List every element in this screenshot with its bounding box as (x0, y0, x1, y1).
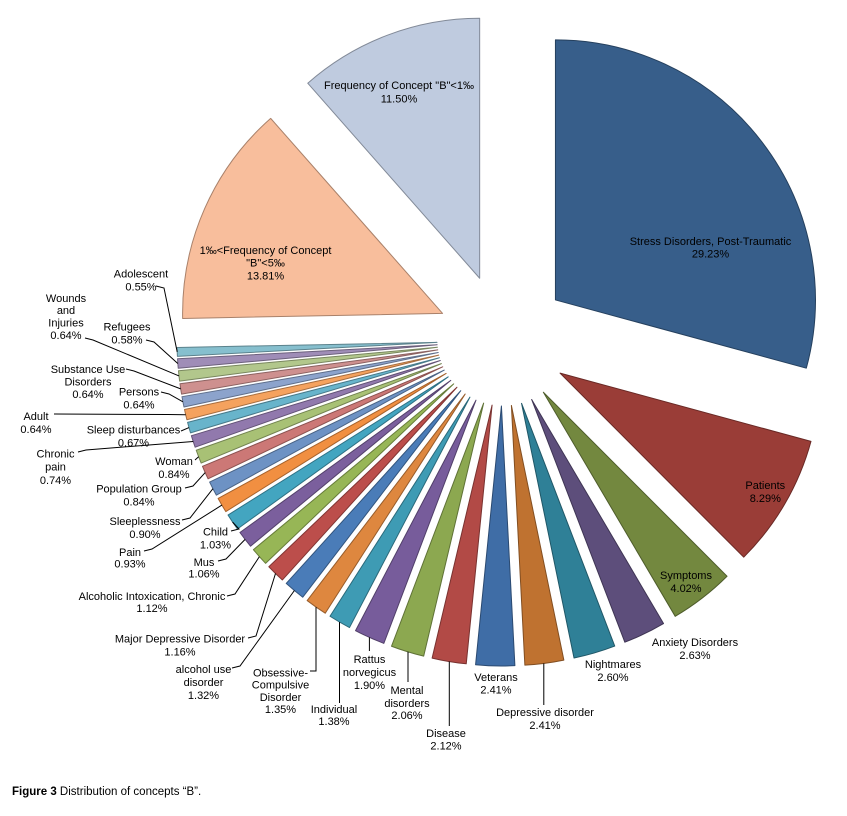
svg-text:0.67%: 0.67% (118, 437, 149, 449)
svg-text:Major Depressive Disorder: Major Depressive Disorder (115, 633, 246, 645)
svg-text:2.60%: 2.60% (597, 672, 628, 684)
svg-text:0.84%: 0.84% (158, 469, 189, 481)
svg-text:0.64%: 0.64% (123, 399, 154, 411)
svg-text:pain: pain (45, 462, 66, 474)
svg-text:Symptoms: Symptoms (660, 570, 712, 582)
svg-text:Figure 3 Distribution of conce: Figure 3 Distribution of concepts “B”. (12, 786, 201, 798)
svg-text:Depressive disorder: Depressive disorder (496, 707, 594, 719)
svg-text:1.16%: 1.16% (164, 647, 195, 659)
svg-text:13.81%: 13.81% (247, 271, 285, 283)
svg-text:Disorders: Disorders (64, 376, 112, 388)
svg-text:Alcoholic Intoxication, Chroni: Alcoholic Intoxication, Chronic (79, 591, 226, 603)
svg-text:1.32%: 1.32% (188, 690, 219, 702)
svg-text:Rattus: Rattus (354, 654, 386, 666)
svg-text:disorders: disorders (384, 698, 430, 710)
svg-text:Substance Use: Substance Use (51, 364, 126, 376)
svg-text:Child: Child (203, 526, 228, 538)
svg-text:0.64%: 0.64% (72, 389, 103, 401)
svg-text:Sleep disturbances: Sleep disturbances (87, 424, 181, 436)
svg-text:1.12%: 1.12% (136, 603, 167, 615)
svg-text:Wounds: Wounds (46, 293, 87, 305)
svg-text:"B"<5‰: "B"<5‰ (246, 258, 285, 270)
svg-text:8.29%: 8.29% (750, 493, 781, 505)
svg-text:Chronic: Chronic (37, 448, 75, 460)
svg-text:Mus: Mus (194, 557, 215, 569)
svg-text:1.06%: 1.06% (188, 569, 219, 581)
svg-text:alcohol use: alcohol use (176, 664, 232, 676)
svg-text:Adult: Adult (23, 411, 48, 423)
svg-text:Mental: Mental (390, 685, 423, 697)
svg-text:1.38%: 1.38% (318, 716, 349, 728)
svg-text:Sleeplessness: Sleeplessness (110, 516, 181, 528)
svg-text:0.58%: 0.58% (111, 334, 142, 346)
svg-text:11.50%: 11.50% (381, 94, 418, 106)
svg-text:Injuries: Injuries (48, 318, 84, 330)
svg-text:Population Group: Population Group (96, 483, 182, 495)
svg-text:Obsessive-: Obsessive- (253, 667, 308, 679)
svg-text:29.23%: 29.23% (692, 249, 730, 261)
svg-text:Individual: Individual (311, 704, 357, 716)
svg-text:2.06%: 2.06% (391, 710, 422, 722)
svg-text:Nightmares: Nightmares (585, 659, 642, 671)
svg-text:Patients: Patients (745, 480, 785, 492)
svg-text:0.74%: 0.74% (40, 475, 71, 487)
svg-text:1.90%: 1.90% (354, 680, 385, 692)
svg-text:Adolescent: Adolescent (114, 268, 168, 280)
svg-text:0.90%: 0.90% (129, 529, 160, 541)
svg-text:1.03%: 1.03% (200, 539, 231, 551)
svg-text:0.64%: 0.64% (50, 330, 81, 342)
svg-text:Frequency of Concept "B"<1‰: Frequency of Concept "B"<1‰ (324, 80, 474, 92)
svg-text:2.41%: 2.41% (529, 720, 560, 732)
svg-text:1‰<Frequency of Concept: 1‰<Frequency of Concept (200, 245, 332, 257)
svg-text:disorder: disorder (184, 677, 224, 689)
svg-text:and: and (57, 305, 75, 317)
svg-text:0.84%: 0.84% (123, 497, 154, 509)
svg-text:Disorder: Disorder (260, 692, 302, 704)
svg-text:Refugees: Refugees (103, 321, 151, 333)
svg-text:Woman: Woman (155, 456, 193, 468)
svg-text:0.55%: 0.55% (125, 281, 156, 293)
svg-text:Disease: Disease (426, 728, 466, 740)
svg-text:Anxiety Disorders: Anxiety Disorders (652, 637, 739, 649)
svg-text:0.93%: 0.93% (114, 559, 145, 571)
svg-text:Pain: Pain (119, 547, 141, 559)
svg-text:norvegicus: norvegicus (343, 667, 397, 679)
svg-text:2.12%: 2.12% (430, 741, 461, 753)
svg-text:2.63%: 2.63% (679, 650, 710, 662)
svg-text:4.02%: 4.02% (670, 583, 701, 595)
svg-text:Compulsive: Compulsive (252, 680, 309, 692)
svg-text:Veterans: Veterans (474, 672, 518, 684)
svg-text:Persons: Persons (119, 386, 160, 398)
svg-text:1.35%: 1.35% (265, 704, 296, 716)
svg-text:Stress Disorders, Post-Traumat: Stress Disorders, Post-Traumatic (630, 236, 792, 248)
svg-text:2.41%: 2.41% (480, 685, 511, 697)
svg-text:0.64%: 0.64% (20, 424, 51, 436)
